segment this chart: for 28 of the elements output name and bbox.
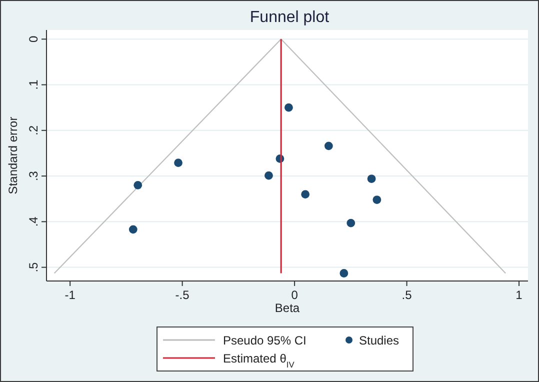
x-tick-label: .5 [402, 288, 412, 302]
y-tick-label: .1 [26, 79, 40, 90]
point [174, 158, 182, 167]
y-tick-label: 0 [26, 35, 40, 42]
point [367, 174, 376, 183]
x-tick-label: 0 [291, 288, 298, 302]
point [346, 218, 356, 228]
x-tick-label: 1 [516, 288, 523, 302]
point [324, 142, 333, 150]
point [264, 171, 273, 180]
legend-label: Studies [359, 334, 400, 348]
point [284, 103, 293, 112]
point [134, 180, 142, 190]
legend-label: Estimated θ$_{IV}$ [223, 352, 295, 370]
y-tick-label: .4 [26, 216, 40, 227]
point [301, 190, 310, 198]
point [372, 196, 382, 204]
legend-label: Pseudo 95% CI [223, 334, 306, 348]
x-tick-label: -.5 [175, 288, 190, 302]
x-tick-label: -1 [64, 288, 76, 302]
y-axis-title: Standard error [6, 116, 20, 194]
x-axis-title: Beta [274, 301, 300, 315]
point [128, 225, 138, 234]
point [340, 269, 348, 278]
y-tick-label: .2 [26, 125, 40, 136]
y-tick-label: .3 [26, 170, 40, 182]
y-tick-label: .5 [26, 262, 40, 272]
chart-title: Funnel plot [250, 9, 330, 26]
